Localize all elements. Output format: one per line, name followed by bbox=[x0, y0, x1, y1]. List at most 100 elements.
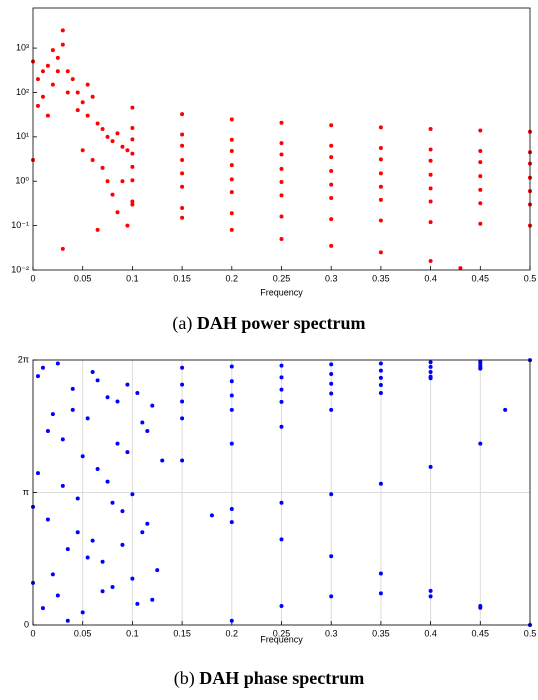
point bbox=[75, 496, 80, 501]
x-tick-label: 0.15 bbox=[173, 273, 191, 283]
point bbox=[428, 258, 433, 263]
point bbox=[140, 530, 145, 535]
point bbox=[329, 492, 334, 497]
point bbox=[35, 77, 40, 82]
point bbox=[329, 123, 334, 128]
point bbox=[50, 82, 55, 87]
point bbox=[279, 375, 284, 380]
point bbox=[378, 146, 383, 151]
point bbox=[130, 126, 135, 131]
caption-label: (b) bbox=[174, 668, 195, 689]
point bbox=[125, 450, 130, 455]
point bbox=[75, 530, 80, 535]
x-tick-label: 0.25 bbox=[273, 628, 291, 638]
x-axis-label: Frequency bbox=[260, 634, 303, 644]
point bbox=[378, 250, 383, 255]
y-tick-label: 10¹ bbox=[16, 131, 29, 141]
point bbox=[329, 169, 334, 174]
point bbox=[428, 127, 433, 132]
y-tick-label: 10⁰ bbox=[15, 176, 29, 186]
y-tick-label: 10⁻² bbox=[11, 264, 29, 274]
point bbox=[180, 458, 185, 463]
x-tick-label: 0.05 bbox=[74, 628, 92, 638]
x-tick-label: 0.45 bbox=[472, 628, 490, 638]
caption-label: (a) bbox=[172, 313, 192, 334]
point bbox=[279, 363, 284, 368]
point bbox=[229, 177, 234, 182]
point bbox=[115, 399, 120, 404]
plot-frame bbox=[32, 7, 531, 271]
point bbox=[329, 381, 334, 386]
point bbox=[110, 585, 115, 590]
y-tick-label: 10² bbox=[16, 87, 29, 97]
point bbox=[209, 513, 214, 518]
point bbox=[229, 148, 234, 153]
point bbox=[70, 77, 75, 82]
point bbox=[478, 441, 483, 446]
point bbox=[378, 391, 383, 396]
point bbox=[80, 100, 85, 105]
point bbox=[100, 589, 105, 594]
point bbox=[279, 500, 284, 505]
point bbox=[125, 223, 130, 228]
x-tick-label: 0.5 bbox=[524, 273, 537, 283]
point bbox=[140, 420, 145, 425]
point bbox=[180, 158, 185, 163]
point bbox=[110, 500, 115, 505]
point bbox=[378, 368, 383, 373]
point bbox=[378, 375, 383, 380]
point bbox=[35, 471, 40, 476]
x-tick-label: 0.3 bbox=[325, 628, 338, 638]
x-tick-label: 0.05 bbox=[74, 273, 92, 283]
point bbox=[428, 199, 433, 204]
point bbox=[329, 554, 334, 559]
point bbox=[45, 428, 50, 433]
point bbox=[90, 369, 95, 374]
point bbox=[180, 215, 185, 220]
caption: (b) DAH phase spectrum bbox=[174, 668, 365, 689]
point bbox=[65, 618, 70, 623]
x-tick-label: 0.3 bbox=[325, 273, 338, 283]
point bbox=[329, 195, 334, 200]
point bbox=[75, 90, 80, 95]
point bbox=[428, 364, 433, 369]
point bbox=[478, 174, 483, 179]
x-tick-label: 0.35 bbox=[372, 273, 390, 283]
point bbox=[428, 158, 433, 163]
x-tick-label: 0.2 bbox=[226, 273, 239, 283]
point bbox=[478, 221, 483, 226]
point bbox=[105, 395, 110, 400]
point bbox=[60, 28, 65, 33]
point bbox=[229, 520, 234, 525]
point bbox=[229, 137, 234, 142]
point bbox=[115, 210, 120, 215]
y-tick-label: π bbox=[23, 487, 29, 497]
point bbox=[55, 361, 60, 366]
x-axis-label: Frequency bbox=[260, 287, 303, 297]
point bbox=[35, 103, 40, 108]
point bbox=[279, 193, 284, 198]
point bbox=[130, 202, 135, 207]
point bbox=[85, 555, 90, 560]
point bbox=[115, 131, 120, 136]
point bbox=[60, 42, 65, 47]
point bbox=[428, 376, 433, 381]
point bbox=[110, 192, 115, 197]
x-tick-label: 0.25 bbox=[273, 273, 291, 283]
point bbox=[478, 128, 483, 133]
point bbox=[100, 165, 105, 170]
caption: (a) DAH power spectrum bbox=[172, 313, 365, 334]
x-tick-label: 0.1 bbox=[126, 273, 139, 283]
point bbox=[180, 205, 185, 210]
y-tick-label: 10⁻¹ bbox=[11, 220, 29, 230]
point bbox=[229, 163, 234, 168]
point bbox=[105, 479, 110, 484]
x-tick-label: 0.5 bbox=[524, 628, 537, 638]
point bbox=[279, 180, 284, 185]
point bbox=[279, 152, 284, 157]
point bbox=[85, 113, 90, 118]
y-tick-label: 0 bbox=[24, 619, 29, 629]
point bbox=[478, 160, 483, 165]
point bbox=[329, 182, 334, 187]
